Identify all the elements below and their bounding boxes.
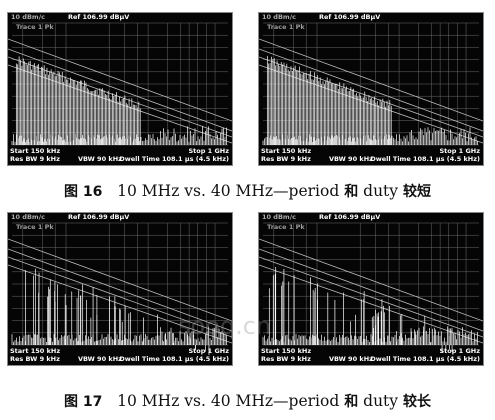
spectrum-screen: 10 dBm/c Ref 106.99 dBµV Trace 1 Pk Start 1…: [258, 12, 484, 166]
caption-text: 10 MHz vs. 40 MHz—period: [117, 182, 340, 200]
vbw-label: VBW 90 kHz: [78, 355, 122, 363]
caption-zh-suffix: 较短: [402, 184, 431, 200]
scale-label: 10 dBm/c: [11, 13, 45, 21]
spectrum-plot: [259, 222, 483, 354]
ref-level-label: Ref 106.99 dBµV: [319, 213, 381, 221]
spectrum-screen: 10 dBm/c Ref 106.99 dBµV Trace 1 Pk Start 1…: [258, 212, 484, 366]
res-bw-label: Res BW 9 kHz: [261, 155, 311, 163]
vbw-label: VBW 90 kHz: [78, 155, 122, 163]
watermark: sooq.cn: [178, 312, 272, 340]
spectrum-screen: 10 dBm/c Ref 106.99 dBµV Trace 1 Pk Start 1…: [7, 12, 233, 166]
spectrum-trace: [262, 55, 478, 145]
start-freq-label: Start 150 kHz: [261, 347, 312, 355]
stop-freq-label: Stop 1 GHz: [439, 147, 480, 155]
start-freq-label: Start 150 kHz: [10, 147, 61, 155]
caption-zh-and: 和: [344, 184, 359, 200]
trace-label: Trace 1 Pk: [267, 223, 305, 231]
figure-number: 图 17: [64, 394, 103, 410]
spectrum-plot: [259, 22, 483, 146]
dwell-time-label: Dwell Time 108.1 µs (4.5 kHz): [119, 355, 229, 363]
stop-freq-label: Stop 1 GHz: [188, 147, 229, 155]
caption-zh-and: 和: [344, 394, 359, 410]
scale-label: 10 dBm/c: [262, 13, 296, 21]
trace-label: Trace 1 Pk: [267, 23, 305, 31]
scale-label: 10 dBm/c: [262, 213, 296, 221]
spectrum-plot: [8, 222, 232, 355]
spectrum-trace: [11, 268, 227, 355]
caption-text: 10 MHz vs. 40 MHz—period: [117, 392, 340, 410]
caption-zh-suffix: 较长: [402, 394, 431, 410]
res-bw-label: Res BW 9 kHz: [10, 155, 60, 163]
grid: [263, 222, 479, 346]
limit-lines: [8, 238, 232, 344]
spectrum-screen: 10 dBm/c Ref 106.99 dBµV Trace 1 Pk Start 1…: [7, 212, 233, 366]
dwell-time-label: Dwell Time 108.1 µs (4.5 kHz): [119, 155, 229, 163]
caption-duty: duty: [363, 392, 399, 410]
start-freq-label: Start 150 kHz: [10, 347, 61, 355]
ref-level-label: Ref 106.99 dBµV: [68, 13, 130, 21]
scale-label: 10 dBm/c: [11, 213, 45, 221]
ref-level-label: Ref 106.99 dBµV: [319, 13, 381, 21]
res-bw-label: Res BW 9 kHz: [261, 355, 311, 363]
dwell-time-label: Dwell Time 108.1 µs (4.5 kHz): [370, 355, 480, 363]
dwell-time-label: Dwell Time 108.1 µs (4.5 kHz): [370, 155, 480, 163]
vbw-label: VBW 90 kHz: [329, 155, 373, 163]
figure-16-caption: 图 16 10 MHz vs. 40 MHz—period 和 duty 较短: [0, 181, 495, 201]
spectrum-trace: [11, 56, 227, 145]
ref-level-label: Ref 106.99 dBµV: [68, 213, 130, 221]
figure-17-caption: 图 17 10 MHz vs. 40 MHz—period 和 duty 较长: [0, 391, 495, 411]
caption-duty: duty: [363, 182, 399, 200]
trace-label: Trace 1 Pk: [16, 223, 54, 231]
trace-label: Trace 1 Pk: [16, 23, 54, 31]
spectrum-trace: [262, 266, 478, 354]
start-freq-label: Start 150 kHz: [261, 147, 312, 155]
figure-number: 图 16: [64, 184, 103, 200]
stop-freq-label: Stop 1 GHz: [188, 347, 229, 355]
vbw-label: VBW 90 kHz: [329, 355, 373, 363]
spectrum-plot: [8, 22, 232, 146]
res-bw-label: Res BW 9 kHz: [10, 355, 60, 363]
limit-lines: [259, 238, 483, 344]
stop-freq-label: Stop 1 GHz: [439, 347, 480, 355]
